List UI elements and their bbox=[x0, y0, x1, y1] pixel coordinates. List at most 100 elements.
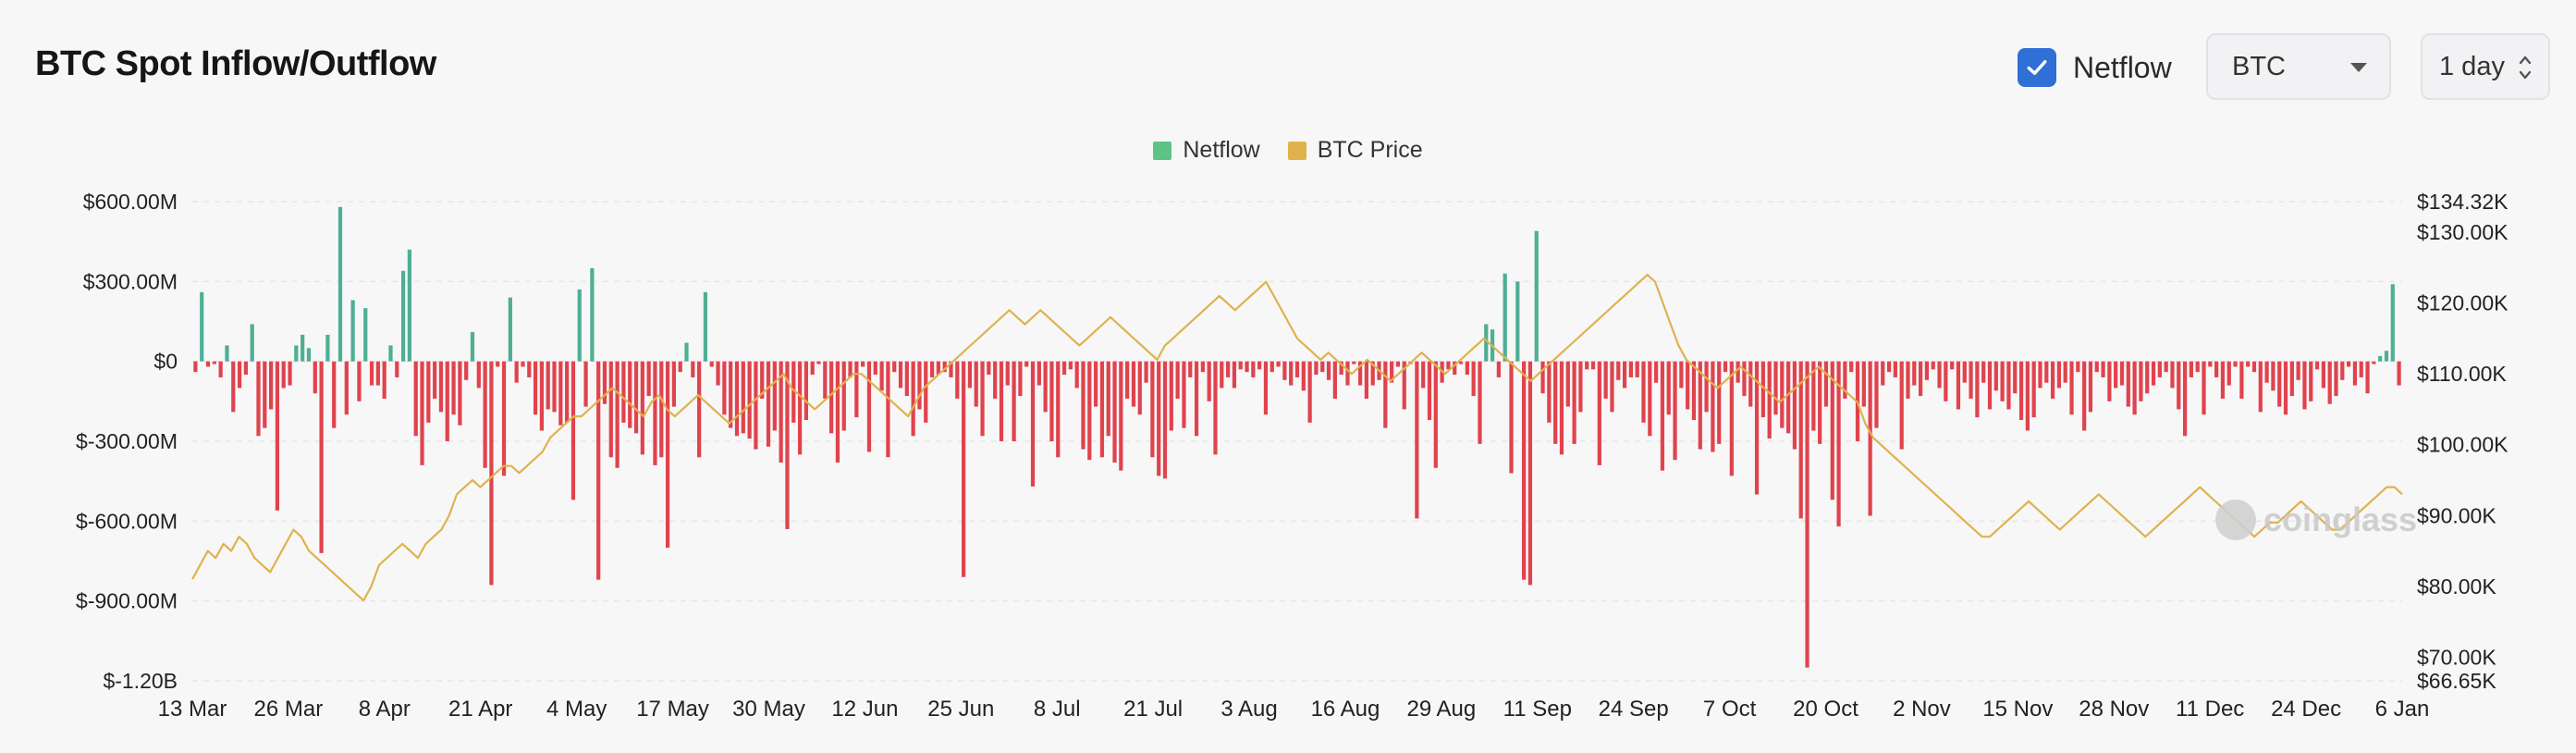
x-tick-label: 11 Dec bbox=[2176, 697, 2244, 722]
netflow-bar bbox=[1162, 361, 1168, 479]
netflow-bar bbox=[2038, 361, 2042, 389]
coin-select[interactable]: BTC bbox=[2206, 33, 2391, 100]
netflow-bar bbox=[1056, 361, 1061, 458]
y-right-tick-label: $120.00K bbox=[2417, 291, 2509, 315]
netflow-bar bbox=[501, 361, 507, 476]
netflow-bar bbox=[1711, 361, 1715, 452]
netflow-bar bbox=[577, 289, 582, 362]
netflow-bar bbox=[2069, 361, 2074, 415]
netflow-bar bbox=[2126, 361, 2130, 407]
netflow-bar bbox=[2195, 361, 2200, 373]
netflow-bar bbox=[1012, 361, 1016, 441]
netflow-bar bbox=[281, 361, 286, 389]
netflow-bar bbox=[388, 345, 393, 362]
netflow-bar bbox=[400, 270, 406, 362]
netflow-bar bbox=[1421, 361, 1426, 389]
netflow-bar bbox=[942, 361, 947, 373]
netflow-bar bbox=[1742, 361, 1747, 397]
netflow-bar bbox=[1294, 361, 1300, 377]
netflow-bar bbox=[350, 300, 355, 362]
netflow-bar bbox=[301, 334, 305, 362]
x-tick-label: 26 Mar bbox=[254, 697, 324, 722]
interval-select[interactable]: 1 day bbox=[2421, 33, 2550, 100]
netflow-bar bbox=[1673, 361, 1677, 461]
netflow-checkbox[interactable] bbox=[2018, 48, 2056, 87]
netflow-bar bbox=[2390, 284, 2395, 362]
netflow-bar bbox=[1522, 361, 1527, 580]
netflow-bar bbox=[615, 361, 619, 468]
x-tick-label: 4 May bbox=[546, 697, 607, 722]
netflow-bar bbox=[602, 361, 607, 404]
netflow-bar bbox=[691, 361, 695, 377]
x-tick-label: 30 May bbox=[732, 697, 805, 722]
legend-item-btc-price[interactable]: BTC Price bbox=[1287, 137, 1423, 164]
netflow-bar bbox=[841, 361, 846, 431]
netflow-bar bbox=[2107, 361, 2112, 401]
netflow-bar bbox=[527, 361, 532, 377]
netflow-bar bbox=[1131, 361, 1136, 407]
netflow-bar bbox=[816, 361, 821, 364]
x-tick-label: 16 Aug bbox=[1311, 697, 1380, 722]
netflow-bar bbox=[722, 361, 727, 415]
netflow-bar bbox=[1559, 361, 1564, 455]
netflow-bar bbox=[754, 361, 758, 450]
legend-swatch-netflow bbox=[1153, 141, 1172, 160]
netflow-bar bbox=[1773, 361, 1778, 415]
netflow-bar bbox=[1886, 361, 1892, 373]
netflow-bar bbox=[2378, 355, 2383, 362]
netflow-bar bbox=[1931, 361, 1935, 370]
netflow-bar bbox=[1691, 361, 1697, 420]
netflow-bar bbox=[514, 361, 519, 383]
netflow-bar bbox=[766, 361, 771, 447]
netflow-bar bbox=[1270, 361, 1274, 373]
netflow-bar bbox=[1679, 361, 1684, 389]
netflow-bar bbox=[2031, 361, 2036, 418]
netflow-bar bbox=[628, 361, 632, 428]
netflow-bar bbox=[1686, 361, 1690, 410]
netflow-bar bbox=[2214, 361, 2219, 377]
netflow-bar bbox=[2202, 361, 2206, 415]
netflow-bar bbox=[275, 361, 280, 511]
netflow-bar bbox=[1005, 361, 1010, 386]
netflow-bar bbox=[2000, 361, 2005, 401]
netflow-bar bbox=[243, 361, 248, 376]
x-tick-label: 24 Dec bbox=[2271, 697, 2341, 722]
netflow-bar bbox=[2277, 361, 2282, 407]
netflow-bar bbox=[539, 361, 545, 431]
netflow-bar bbox=[1515, 281, 1520, 362]
y-left-tick-label: $600.00M bbox=[83, 190, 178, 214]
netflow-bar bbox=[2082, 361, 2087, 431]
netflow-bar bbox=[1993, 361, 1998, 391]
y-right-tick-label: $90.00K bbox=[2417, 503, 2496, 527]
netflow-bar bbox=[363, 308, 368, 362]
netflow-bar bbox=[1301, 361, 1306, 391]
watermark-text: coinglass bbox=[2263, 500, 2418, 538]
netflow-bar bbox=[2189, 361, 2193, 377]
netflow-bar bbox=[1843, 361, 1847, 399]
legend-item-netflow[interactable]: Netflow bbox=[1153, 137, 1260, 164]
x-tick-label: 15 Nov bbox=[1982, 697, 2053, 722]
netflow-bar bbox=[496, 361, 500, 367]
netflow-bar bbox=[892, 361, 897, 373]
netflow-bar bbox=[369, 361, 374, 386]
netflow-bar bbox=[917, 361, 922, 410]
netflow-bar bbox=[2334, 361, 2338, 397]
netflow-bar bbox=[2013, 361, 2018, 394]
netflow-bar bbox=[1320, 361, 1325, 373]
netflow-bar bbox=[546, 361, 550, 410]
legend-label-btc-price: BTC Price bbox=[1317, 137, 1423, 163]
netflow-bar bbox=[1125, 361, 1130, 399]
netflow-bar bbox=[1106, 361, 1110, 437]
netflow-bar bbox=[2302, 361, 2307, 410]
netflow-bar bbox=[1565, 361, 1570, 407]
netflow-bar bbox=[2050, 361, 2055, 399]
netflow-bar bbox=[1182, 361, 1186, 428]
netflow-bar bbox=[797, 361, 803, 455]
netflow-bar bbox=[608, 361, 613, 458]
netflow-bar bbox=[779, 361, 783, 463]
netflow-bar bbox=[772, 361, 777, 431]
netflow-toggle[interactable]: Netflow bbox=[2018, 46, 2172, 89]
netflow-bar bbox=[2372, 361, 2376, 364]
netflow-bar bbox=[1257, 361, 1262, 370]
x-tick-label: 20 Oct bbox=[1793, 697, 1858, 722]
